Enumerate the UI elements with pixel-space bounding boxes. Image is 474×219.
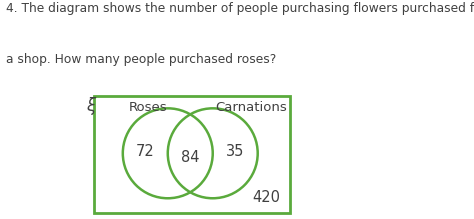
- Text: ξ: ξ: [86, 97, 95, 115]
- Text: a shop. How many people purchased roses?: a shop. How many people purchased roses?: [6, 53, 276, 65]
- Text: 420: 420: [252, 190, 280, 205]
- Text: Roses: Roses: [129, 101, 167, 114]
- Text: 72: 72: [136, 144, 155, 159]
- Text: 35: 35: [226, 144, 245, 159]
- Text: Carnations: Carnations: [216, 101, 287, 114]
- Text: 4. The diagram shows the number of people purchasing flowers purchased from: 4. The diagram shows the number of peopl…: [6, 2, 474, 15]
- Text: 84: 84: [181, 150, 200, 165]
